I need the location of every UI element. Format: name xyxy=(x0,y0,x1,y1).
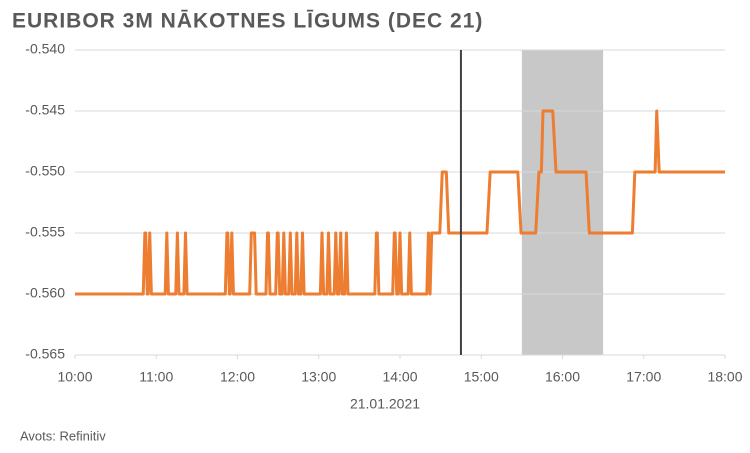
y-tick-label: -0.560 xyxy=(25,285,65,301)
x-tick-label: 10:00 xyxy=(57,369,92,385)
x-tick-label: 17:00 xyxy=(626,369,661,385)
x-tick-label: 13:00 xyxy=(301,369,336,385)
price-line xyxy=(75,109,725,296)
y-tick-label: -0.550 xyxy=(25,163,65,179)
x-axis-label: 21.01.2021 xyxy=(350,396,420,412)
y-tick-label: -0.540 xyxy=(25,41,65,57)
shaded-region xyxy=(521,50,604,355)
y-tick-label: -0.545 xyxy=(25,102,65,118)
chart-title: EURIBOR 3M NĀKOTNES LĪGUMS (DEC 21) xyxy=(12,10,483,33)
x-tick-label: 16:00 xyxy=(545,369,580,385)
x-tick-label: 15:00 xyxy=(464,369,499,385)
x-tick-label: 12:00 xyxy=(220,369,255,385)
x-tick-label: 11:00 xyxy=(139,369,173,385)
x-tick-label: 14:00 xyxy=(382,369,417,385)
y-tick-label: -0.555 xyxy=(25,224,65,240)
source-note: Avots: Refinitiv xyxy=(20,428,106,443)
x-tick-label: 18:00 xyxy=(707,369,742,385)
y-tick-label: -0.565 xyxy=(25,346,65,362)
